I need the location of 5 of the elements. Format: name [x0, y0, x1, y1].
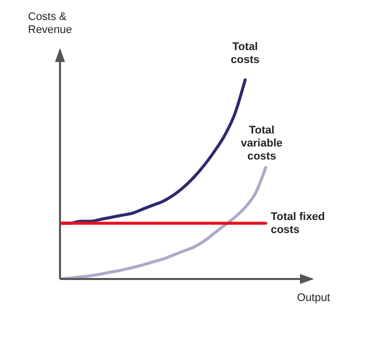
series-label: Total fixed costs — [270, 211, 325, 236]
y-axis-title: Costs & Revenue — [28, 11, 72, 36]
series-label: Total costs — [230, 40, 260, 66]
x-axis-title: Output — [297, 292, 330, 304]
series-label: Total variable costs — [240, 124, 283, 162]
